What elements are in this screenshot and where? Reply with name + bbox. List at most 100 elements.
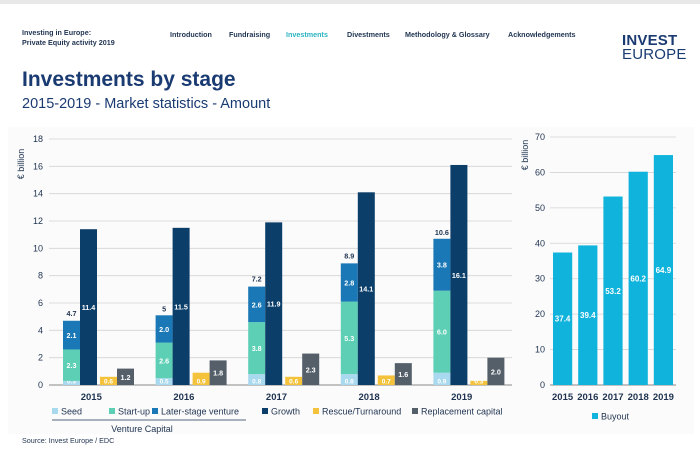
label-seed-2019: 0.9: [437, 379, 446, 386]
label-growth-2019: 16.1: [452, 271, 466, 280]
label-buyout-2015: 37.4: [555, 315, 571, 324]
bar-later-2016: [155, 315, 173, 343]
invest-europe-logo[interactable]: INVEST EUROPE: [622, 32, 687, 63]
logo-line2: EUROPE: [622, 46, 687, 63]
label-startup-2019: 6.0: [437, 328, 447, 337]
buyout-y-tick: 50: [535, 203, 545, 213]
stage-x-tick-2019: 2019: [451, 392, 472, 403]
label-rescue-2016: 0.9: [197, 379, 206, 386]
bar-startup-2017: [248, 322, 266, 375]
report-title-line1: Investing in Europe:: [22, 28, 92, 37]
nav-introduction[interactable]: Introduction: [170, 30, 212, 39]
report-title-line2: Private Equity activity 2019: [22, 38, 115, 47]
label-replacement-2019: 2.0: [491, 367, 501, 376]
legend-label-growth: Growth: [271, 407, 300, 417]
bar-startup-2016: [155, 342, 173, 379]
bar-later-2015: [63, 320, 80, 350]
legend-swatch-growth: [262, 408, 268, 414]
buyout-y-tick: 10: [535, 345, 545, 355]
label-rescue-2018: 0.7: [382, 379, 391, 386]
stage-x-tick-2016: 2016: [173, 392, 194, 403]
label-growth-2017: 11.9: [267, 300, 281, 309]
label-buyout-2017: 53.2: [605, 287, 621, 296]
nav-acknowledgements[interactable]: Acknowledgements: [508, 30, 576, 39]
legend-swatch-startup: [109, 408, 115, 414]
nav-fundraising[interactable]: Fundraising: [229, 30, 271, 39]
stage-y-tick: 12: [33, 216, 43, 226]
legend-label-replacement: Replacement capital: [421, 407, 503, 417]
bar-buyout-2017: [603, 196, 623, 385]
nav-divestments[interactable]: Divestments: [347, 30, 390, 39]
label-replacement-2018: 1.6: [398, 370, 408, 379]
logo-line1: INVEST: [622, 32, 678, 49]
label-buyout-2018: 60.2: [630, 274, 646, 283]
bar-buyout-2018: [628, 171, 648, 385]
label-vc-total-2015: 4.7: [67, 309, 77, 318]
label-replacement-2016: 1.8: [213, 369, 223, 378]
bar-later-2018: [340, 263, 358, 302]
nav-methodology-glossary[interactable]: Methodology & Glossary: [405, 30, 490, 39]
bar-replacement-2016: [209, 360, 227, 385]
stage-y-axis-label: € billion: [16, 149, 26, 180]
stage-y-tick: 14: [33, 189, 43, 199]
stage-y-tick: 16: [33, 161, 43, 171]
legend-label-startup: Start-up: [118, 407, 150, 417]
bar-growth-2016: [172, 227, 190, 385]
top-rule: [0, 0, 700, 4]
label-rescue-2019: 0.3: [474, 379, 483, 386]
stage-y-tick: 18: [33, 134, 43, 144]
buyout-y-tick: 0: [540, 380, 545, 390]
label-startup-2018: 5.3: [344, 334, 354, 343]
legend-swatch-rescue: [313, 408, 319, 414]
bar-growth-2015: [80, 229, 97, 385]
stage-y-tick: 8: [38, 271, 43, 281]
bar-rescue-2018: [377, 375, 395, 385]
label-replacement-2017: 2.3: [306, 365, 316, 374]
label-later-2018: 2.8: [344, 279, 354, 288]
bar-startup-2019: [433, 290, 451, 373]
label-vc-total-2016: 5: [162, 305, 166, 314]
source-note: Source: Invest Europe / EDC: [22, 436, 115, 445]
label-startup-2017: 3.8: [252, 344, 262, 353]
stage-x-tick-2018: 2018: [359, 392, 380, 403]
label-seed-2017: 0.8: [252, 379, 261, 386]
legend-swatch-later: [152, 408, 158, 414]
legend-label-later: Later-stage venture: [161, 407, 239, 417]
label-later-2019: 3.8: [437, 261, 447, 270]
buyout-y-axis-label: € billion: [520, 140, 530, 171]
legend-swatch-seed: [52, 408, 58, 414]
label-later-2016: 2.0: [159, 325, 169, 334]
label-growth-2015: 11.4: [82, 303, 96, 312]
buyout-y-tick: 70: [535, 132, 545, 142]
buyout-x-tick-2018: 2018: [628, 392, 649, 403]
legend-label-seed: Seed: [61, 407, 82, 417]
nav-investments[interactable]: Investments: [286, 30, 328, 39]
bar-later-2019: [433, 238, 451, 291]
page-subtitle: 2015-2019 - Market statistics - Amount: [22, 96, 271, 112]
buyout-x-tick-2016: 2016: [577, 392, 598, 403]
bar-buyout-2015: [553, 252, 573, 385]
bar-buyout-2016: [578, 245, 598, 385]
stage-x-tick-2017: 2017: [266, 392, 287, 403]
bar-seed-2018: [340, 374, 358, 385]
bar-rescue-2016: [192, 372, 210, 385]
bar-buyout-2019: [653, 155, 673, 385]
label-seed-2016: 0.5: [160, 379, 169, 386]
bar-startup-2018: [340, 301, 358, 375]
bar-seed-2017: [248, 374, 266, 385]
report-title: Investing in Europe: Private Equity acti…: [22, 28, 115, 48]
buyout-y-tick: 40: [535, 238, 545, 248]
label-growth-2016: 11.5: [174, 302, 188, 311]
label-startup-2016: 2.6: [159, 356, 169, 365]
stage-y-tick: 0: [38, 380, 43, 390]
label-vc-total-2019: 10.6: [435, 228, 449, 237]
buyout-x-tick-2019: 2019: [653, 392, 674, 403]
stage-y-tick: 4: [38, 325, 43, 335]
buyout-y-tick: 20: [535, 309, 545, 319]
stage-x-tick-2015: 2015: [81, 392, 103, 403]
buyout-x-tick-2017: 2017: [602, 392, 623, 403]
stage-y-tick: 6: [38, 298, 43, 308]
label-startup-2015: 2.3: [67, 361, 77, 370]
legend-label-buyout: Buyout: [601, 412, 630, 422]
buyout-y-tick: 30: [535, 274, 545, 284]
